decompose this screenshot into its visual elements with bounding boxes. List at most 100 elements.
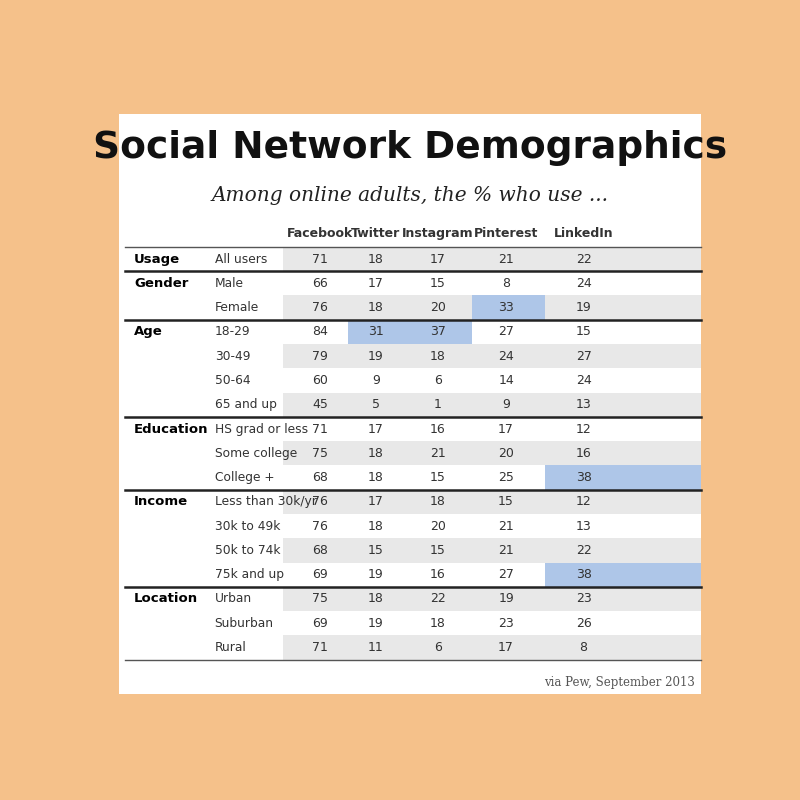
Text: 69: 69 [312,617,328,630]
Text: 18: 18 [368,520,384,533]
Text: Suburban: Suburban [214,617,274,630]
Text: 17: 17 [430,253,446,266]
Text: 23: 23 [498,617,514,630]
Text: Less than 30k/yr: Less than 30k/yr [214,495,317,508]
Text: Male: Male [214,277,244,290]
Text: 30k to 49k: 30k to 49k [214,520,280,533]
Text: 16: 16 [430,568,446,581]
FancyBboxPatch shape [283,295,702,320]
Text: 60: 60 [312,374,328,387]
Text: 15: 15 [576,326,591,338]
Text: 21: 21 [498,253,514,266]
Text: 23: 23 [576,593,591,606]
Text: 18: 18 [368,593,384,606]
Text: 76: 76 [312,520,328,533]
Text: 75k and up: 75k and up [214,568,284,581]
Text: 69: 69 [312,568,328,581]
FancyBboxPatch shape [472,295,545,320]
Text: 18: 18 [368,471,384,484]
Text: LinkedIn: LinkedIn [554,226,614,239]
Text: 15: 15 [498,495,514,508]
Text: 18: 18 [368,301,384,314]
Text: 6: 6 [434,641,442,654]
Text: Some college: Some college [214,446,297,460]
FancyBboxPatch shape [283,466,702,490]
Text: 68: 68 [312,544,328,557]
Text: 18: 18 [430,495,446,508]
Text: 71: 71 [312,253,328,266]
Text: 17: 17 [498,422,514,435]
Text: 33: 33 [498,301,514,314]
Text: 16: 16 [430,422,446,435]
FancyBboxPatch shape [348,320,407,344]
Text: 19: 19 [576,301,591,314]
Text: 20: 20 [430,520,446,533]
Text: HS grad or less: HS grad or less [214,422,308,435]
Text: 15: 15 [430,544,446,557]
FancyBboxPatch shape [283,562,702,587]
Text: 31: 31 [368,326,384,338]
Text: 24: 24 [498,350,514,362]
Text: Income: Income [134,495,188,508]
Text: College +: College + [214,471,274,484]
Text: 21: 21 [498,520,514,533]
FancyBboxPatch shape [283,344,702,368]
Text: 16: 16 [576,446,591,460]
Text: Among online adults, the % who use ...: Among online adults, the % who use ... [211,186,609,206]
Text: 27: 27 [498,568,514,581]
Text: Education: Education [134,422,209,435]
Text: 9: 9 [372,374,380,387]
Text: Female: Female [214,301,259,314]
Text: 22: 22 [576,544,591,557]
Text: 19: 19 [368,617,384,630]
FancyBboxPatch shape [283,514,702,538]
Text: 76: 76 [312,301,328,314]
Text: 75: 75 [312,446,328,460]
Text: 18: 18 [430,350,446,362]
Text: All users: All users [214,253,267,266]
FancyBboxPatch shape [283,441,702,466]
Text: 45: 45 [312,398,328,411]
Text: 17: 17 [368,277,384,290]
Text: 21: 21 [430,446,446,460]
FancyBboxPatch shape [283,417,702,441]
FancyBboxPatch shape [283,393,702,417]
Text: 25: 25 [498,471,514,484]
Text: Gender: Gender [134,277,189,290]
Text: 24: 24 [576,374,591,387]
Text: Social Network Demographics: Social Network Demographics [93,130,727,166]
Text: 18: 18 [368,446,384,460]
Text: 84: 84 [312,326,328,338]
Text: Rural: Rural [214,641,246,654]
Text: 19: 19 [368,568,384,581]
Text: 37: 37 [430,326,446,338]
Text: Location: Location [134,593,198,606]
Text: Facebook: Facebook [287,226,354,239]
Text: Age: Age [134,326,163,338]
Text: 27: 27 [498,326,514,338]
FancyBboxPatch shape [283,611,702,635]
Text: 79: 79 [312,350,328,362]
Text: 18: 18 [368,253,384,266]
FancyBboxPatch shape [283,320,702,344]
Text: 68: 68 [312,471,328,484]
Text: 8: 8 [502,277,510,290]
Text: Instagram: Instagram [402,226,474,239]
Text: 15: 15 [368,544,384,557]
FancyBboxPatch shape [283,490,702,514]
Text: 15: 15 [430,277,446,290]
Text: 21: 21 [498,544,514,557]
Text: 22: 22 [576,253,591,266]
Text: 1: 1 [434,398,442,411]
Text: 15: 15 [430,471,446,484]
Text: via Pew, September 2013: via Pew, September 2013 [544,676,695,689]
FancyBboxPatch shape [407,320,472,344]
Text: 76: 76 [312,495,328,508]
Text: 66: 66 [312,277,328,290]
Text: 38: 38 [576,568,591,581]
Text: 12: 12 [576,495,591,508]
Text: Pinterest: Pinterest [474,226,538,239]
Text: 6: 6 [434,374,442,387]
Text: 8: 8 [579,641,587,654]
Text: 9: 9 [502,398,510,411]
